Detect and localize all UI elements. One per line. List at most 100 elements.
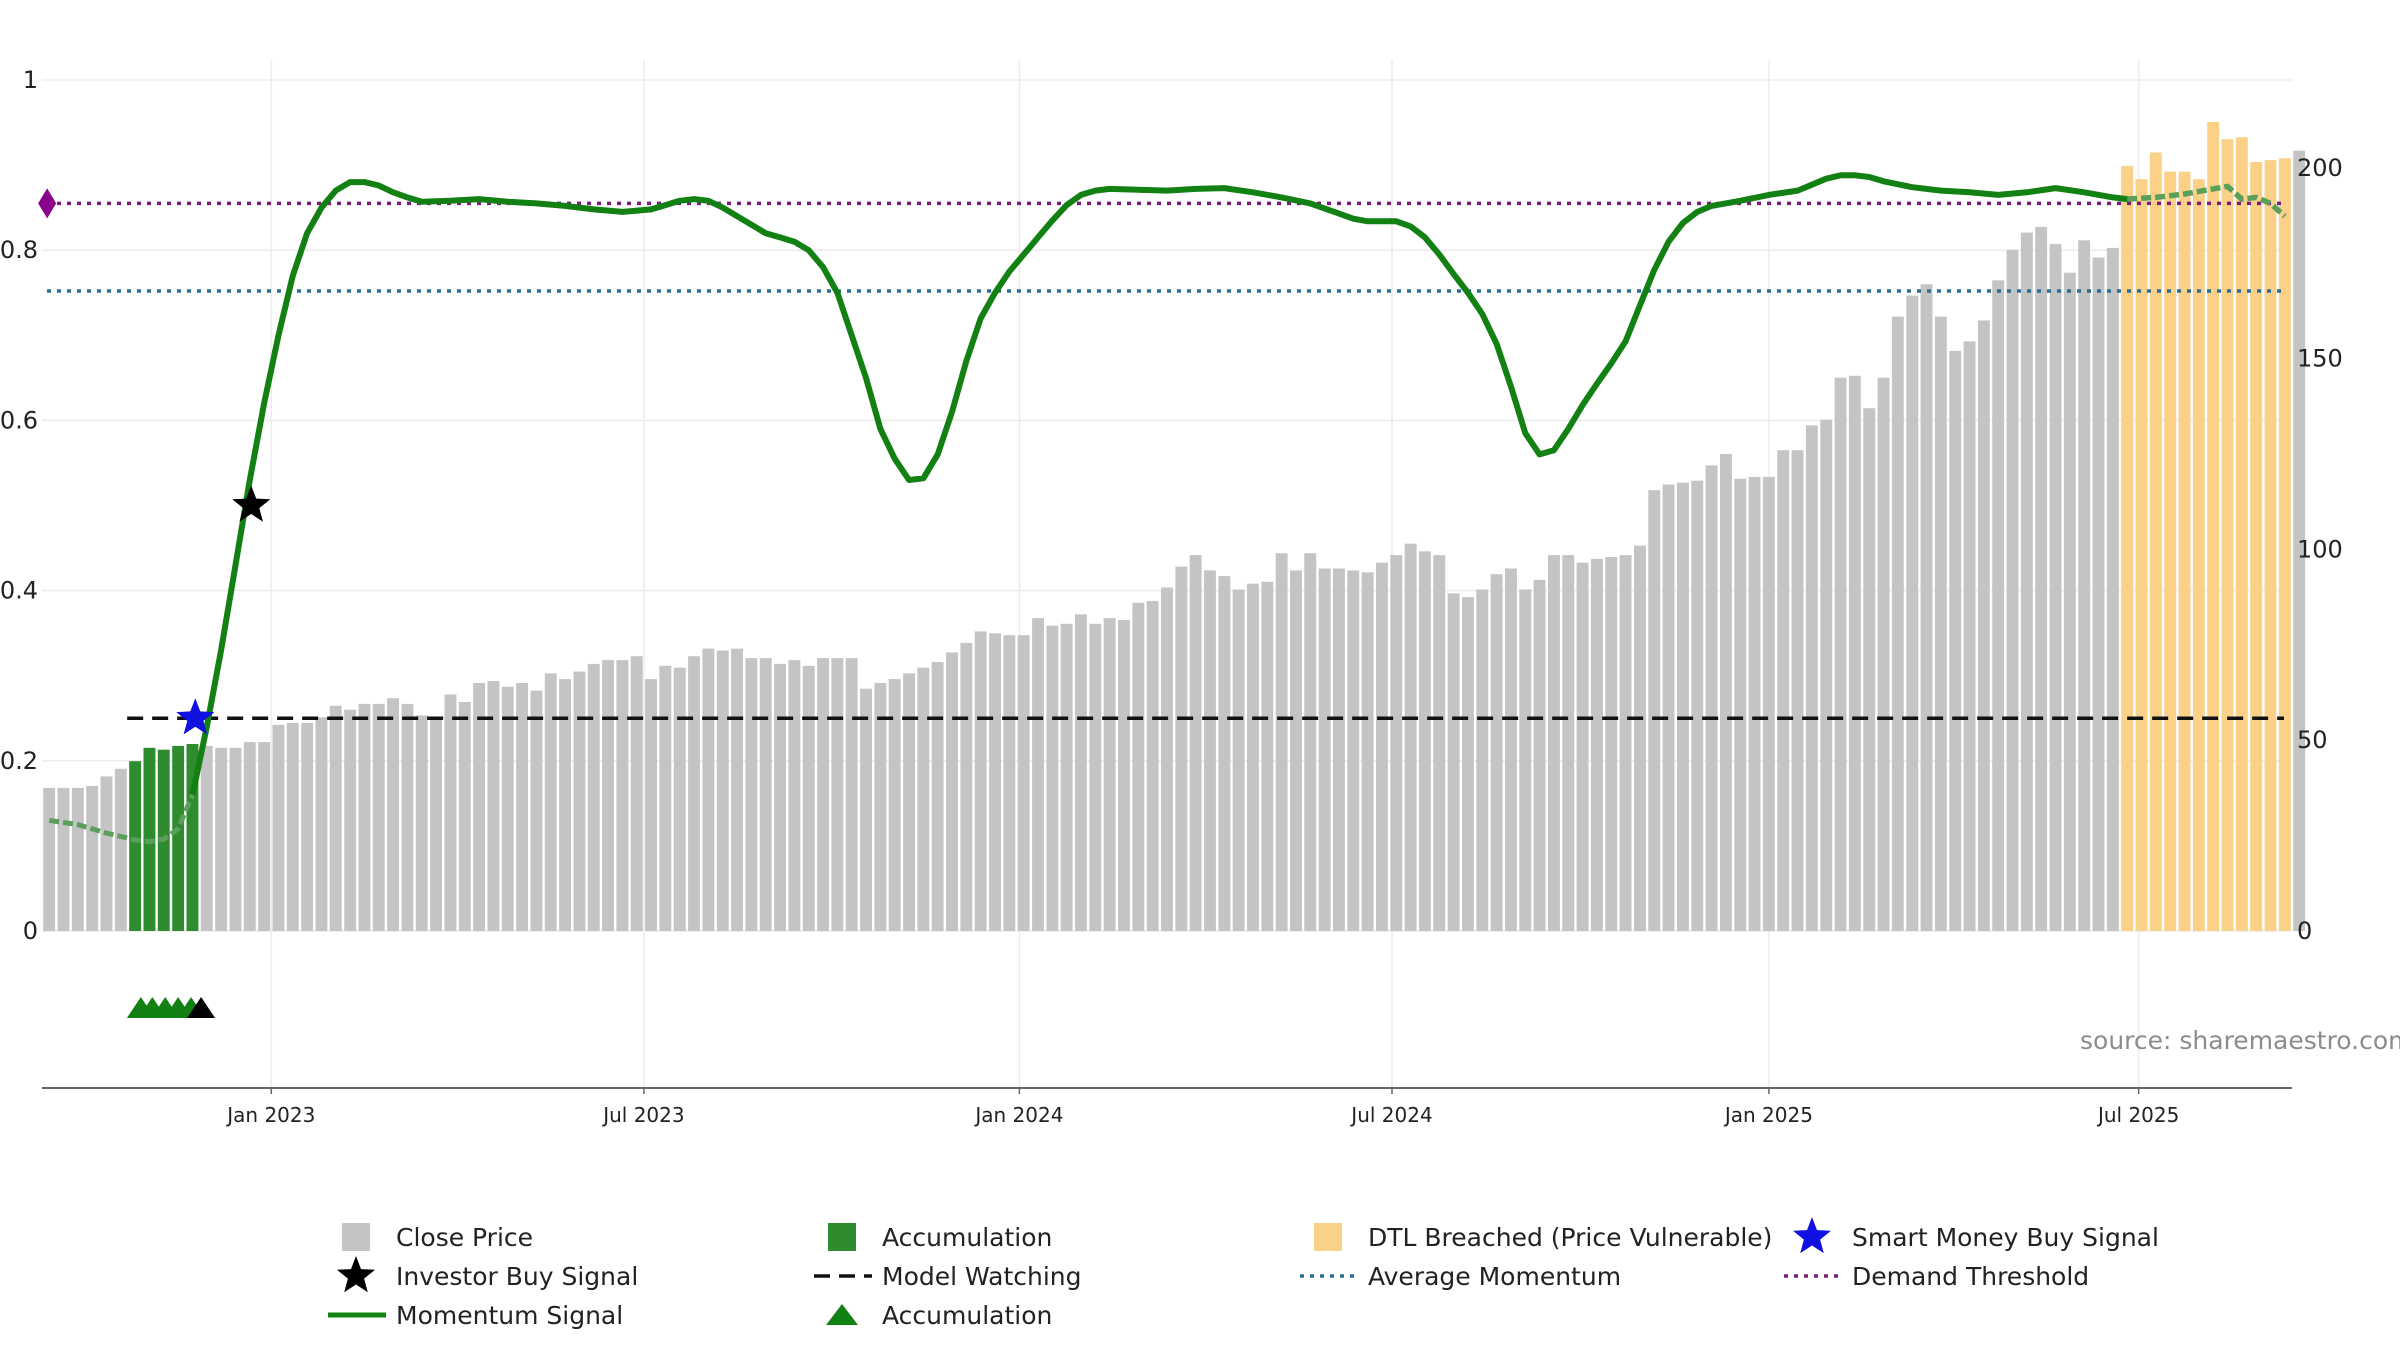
- dtl-breached-bar: [2149, 152, 2162, 931]
- close-price-bar: [774, 663, 786, 931]
- close-price-bar: [1748, 476, 1761, 931]
- close-price-bar: [1218, 576, 1231, 931]
- close-price-bar: [1619, 555, 1632, 931]
- close-price-bar: [1304, 553, 1317, 931]
- close-price-bar: [1333, 568, 1345, 931]
- close-price-bar: [1490, 574, 1503, 931]
- close-price-bar: [802, 665, 815, 931]
- legend-item: Model Watching: [814, 1262, 1082, 1291]
- close-price-bar: [1017, 635, 1030, 931]
- close-price-bar: [1691, 480, 1704, 931]
- close-price-bar: [372, 703, 385, 931]
- legend-item: Accumulation: [828, 1223, 1052, 1252]
- close-price-bar: [587, 663, 600, 931]
- accumulation-bar: [129, 761, 142, 931]
- close-price-bar: [1920, 284, 1933, 931]
- dtl-breached-bar: [2264, 160, 2277, 932]
- close-price-bar: [286, 723, 299, 931]
- legend-label: Demand Threshold: [1852, 1262, 2089, 1291]
- close-price-bar: [2049, 244, 2062, 932]
- close-price-bar: [487, 681, 500, 931]
- close-price-bar: [1548, 555, 1560, 931]
- close-price-bar: [1290, 570, 1302, 931]
- legend-label: Close Price: [396, 1223, 533, 1252]
- momentum-signal-line: [48, 172, 2287, 845]
- close-price-bar: [1361, 572, 1374, 931]
- close-price-bar: [2293, 150, 2306, 932]
- close-price-bar: [516, 683, 528, 931]
- x-tick-label: Jan 2025: [1723, 1103, 1813, 1127]
- close-price-bar: [258, 742, 271, 931]
- close-price-bar: [745, 658, 758, 931]
- close-price-bar: [731, 648, 743, 931]
- legend-item: Momentum Signal: [328, 1301, 623, 1330]
- legend-item: Demand Threshold: [1784, 1262, 2089, 1291]
- close-price-bar: [1232, 589, 1245, 931]
- momentum-signal-recent: [2127, 183, 2287, 219]
- dtl-breached-bar: [2221, 139, 2234, 931]
- left-axis-tick-label: 0.6: [0, 406, 38, 434]
- x-tick-label: Jan 2023: [225, 1103, 315, 1127]
- source-label: source: sharemaestro.com: [2080, 1026, 2400, 1055]
- close-price-bar: [1734, 478, 1747, 931]
- close-price-bar: [2035, 226, 2048, 931]
- close-price-bar: [1934, 316, 1947, 932]
- close-price-bar: [530, 690, 543, 931]
- dtl-breached-bar: [2235, 137, 2248, 931]
- dtl-breached-bar: [2164, 171, 2177, 932]
- close-price-bar: [1963, 341, 1976, 931]
- close-price-bar: [673, 667, 686, 931]
- close-price-bar: [458, 702, 471, 931]
- close-price-bar: [1949, 350, 1962, 931]
- left-axis-tick-label: 0: [23, 917, 38, 945]
- legend-label: Accumulation: [882, 1301, 1052, 1330]
- legend: Close Price Accumulation DTL Breached (Pri…: [328, 1217, 2159, 1330]
- close-price-bar: [1648, 490, 1661, 931]
- close-price-bar: [1820, 419, 1833, 931]
- close-price-bar: [2006, 249, 2019, 932]
- close-price-bar: [1791, 450, 1804, 931]
- right-axis-tick-label: 200: [2297, 154, 2343, 182]
- right-axis-tick-label: 150: [2297, 345, 2343, 373]
- close-price-bar: [831, 658, 844, 931]
- close-price-bar: [1519, 589, 1532, 931]
- close-price-bar: [1677, 482, 1689, 931]
- dtl-breached-bar: [2121, 165, 2134, 931]
- close-price-bar: [272, 724, 285, 931]
- legend-item: Average Momentum: [1300, 1262, 1621, 1291]
- close-price-bar: [358, 703, 371, 931]
- close-price-bar: [2092, 257, 2105, 931]
- close-price-bar: [215, 747, 228, 931]
- right-axis-tick-label: 0: [2297, 917, 2312, 945]
- close-price-bar: [1848, 375, 1861, 931]
- x-tick-label: Jan 2024: [973, 1103, 1063, 1127]
- dtl-breached-bar: [2135, 179, 2148, 931]
- legend-square-icon: [1314, 1223, 1342, 1251]
- close-price-bar: [845, 658, 858, 931]
- close-price-bar: [1777, 450, 1790, 931]
- dtl-breached-bar: [2250, 162, 2263, 931]
- legend-item: Smart Money Buy Signal: [1793, 1217, 2159, 1254]
- legend-star-icon: [1793, 1217, 1831, 1254]
- close-price-bar: [301, 723, 314, 931]
- close-price-bar: [1376, 562, 1388, 931]
- close-price-bar: [1075, 614, 1087, 931]
- close-price-bar: [387, 698, 399, 931]
- close-price-bar: [1533, 579, 1546, 931]
- close-price-bar: [659, 665, 672, 931]
- close-price-bar: [860, 688, 872, 931]
- close-price-bar: [1404, 543, 1417, 931]
- close-price-bar: [1762, 476, 1775, 931]
- momentum-signal-main: [189, 172, 2131, 798]
- close-price-bar: [1634, 545, 1646, 931]
- close-price-bar: [1132, 602, 1145, 931]
- close-price-bar: [645, 679, 657, 931]
- close-price-bar: [974, 631, 987, 931]
- close-price-bar: [86, 786, 99, 931]
- close-price-bar: [1189, 555, 1202, 931]
- close-price-bar: [444, 694, 457, 931]
- close-price-bar: [2106, 247, 2119, 931]
- dtl-breached-bar: [2178, 171, 2191, 932]
- close-price-bar: [1863, 408, 1876, 931]
- legend-label: Momentum Signal: [396, 1301, 623, 1330]
